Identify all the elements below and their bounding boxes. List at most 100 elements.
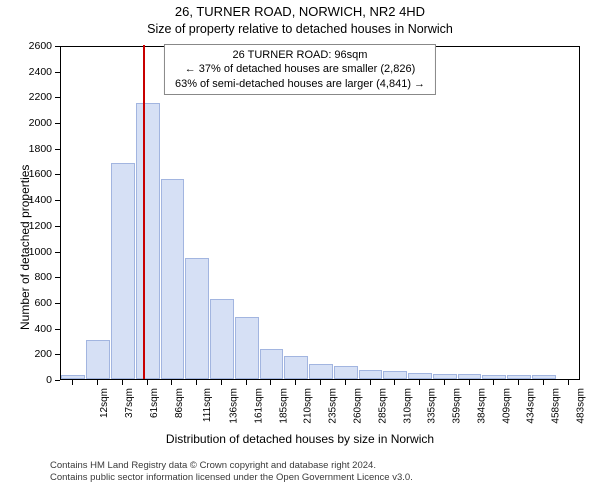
x-tick xyxy=(320,380,321,385)
x-tick xyxy=(270,380,271,385)
x-axis-label: Distribution of detached houses by size … xyxy=(0,432,600,446)
y-tick xyxy=(55,97,60,98)
y-tick xyxy=(55,123,60,124)
histogram-bar xyxy=(458,374,482,379)
y-tick xyxy=(55,354,60,355)
y-tick xyxy=(55,226,60,227)
x-tick-label: 335sqm xyxy=(427,388,438,424)
y-tick xyxy=(55,200,60,201)
x-tick-label: 384sqm xyxy=(476,388,487,424)
histogram-bar xyxy=(111,163,135,379)
y-tick-label: 1000 xyxy=(22,246,52,258)
x-tick xyxy=(196,380,197,385)
histogram-bar xyxy=(260,349,284,379)
y-tick-label: 1400 xyxy=(22,194,52,206)
x-tick-label: 235sqm xyxy=(328,388,339,424)
x-tick xyxy=(444,380,445,385)
x-tick xyxy=(469,380,470,385)
y-tick-label: 2600 xyxy=(22,40,52,52)
y-tick-label: 2400 xyxy=(22,66,52,78)
x-tick xyxy=(394,380,395,385)
histogram-bar xyxy=(210,299,234,379)
x-tick xyxy=(493,380,494,385)
x-tick-label: 86sqm xyxy=(174,388,185,418)
marker-line xyxy=(143,45,145,379)
annotation-box: 26 TURNER ROAD: 96sqm ← 37% of detached … xyxy=(164,44,436,95)
x-tick xyxy=(295,380,296,385)
x-tick xyxy=(543,380,544,385)
y-tick xyxy=(55,46,60,47)
histogram-bar xyxy=(161,179,185,379)
y-tick-label: 600 xyxy=(22,297,52,309)
x-tick-label: 210sqm xyxy=(303,388,314,424)
histogram-bar xyxy=(433,374,457,379)
x-tick-label: 310sqm xyxy=(402,388,413,424)
histogram-bar xyxy=(136,103,160,379)
x-tick-label: 359sqm xyxy=(452,388,463,424)
histogram-bar xyxy=(408,373,432,379)
x-tick xyxy=(147,380,148,385)
x-tick xyxy=(72,380,73,385)
y-tick-label: 400 xyxy=(22,323,52,335)
y-tick-label: 2000 xyxy=(22,117,52,129)
histogram-bar xyxy=(309,364,333,379)
copyright-line2: Contains public sector information licen… xyxy=(50,472,413,484)
x-tick-label: 409sqm xyxy=(501,388,512,424)
x-tick xyxy=(568,380,569,385)
x-tick xyxy=(171,380,172,385)
x-tick-label: 483sqm xyxy=(575,388,586,424)
histogram-bar xyxy=(482,375,506,379)
copyright-text: Contains HM Land Registry data © Crown c… xyxy=(50,460,413,484)
x-tick-label: 12sqm xyxy=(99,388,110,418)
histogram-bar xyxy=(284,356,308,379)
y-tick-label: 1200 xyxy=(22,220,52,232)
y-tick-label: 2200 xyxy=(22,91,52,103)
y-tick-label: 200 xyxy=(22,348,52,360)
x-tick-label: 458sqm xyxy=(551,388,562,424)
x-tick xyxy=(221,380,222,385)
y-tick-label: 0 xyxy=(22,374,52,386)
x-tick-label: 111sqm xyxy=(203,388,214,422)
histogram-bar xyxy=(532,375,556,379)
plot-area xyxy=(60,46,580,380)
x-tick-label: 285sqm xyxy=(377,388,388,424)
y-tick xyxy=(55,252,60,253)
x-tick-label: 185sqm xyxy=(278,388,289,424)
x-tick xyxy=(122,380,123,385)
x-tick-label: 434sqm xyxy=(526,388,537,424)
x-tick xyxy=(345,380,346,385)
y-tick-label: 800 xyxy=(22,271,52,283)
y-tick xyxy=(55,174,60,175)
y-tick-label: 1800 xyxy=(22,143,52,155)
copyright-line1: Contains HM Land Registry data © Crown c… xyxy=(50,460,413,472)
histogram-bar xyxy=(359,370,383,379)
x-tick-label: 161sqm xyxy=(254,388,265,424)
x-tick-label: 260sqm xyxy=(353,388,364,424)
x-tick-label: 136sqm xyxy=(229,388,240,424)
x-tick-label: 61sqm xyxy=(149,388,160,418)
subtitle: Size of property relative to detached ho… xyxy=(0,22,600,36)
histogram-bar xyxy=(507,375,531,379)
y-tick xyxy=(55,380,60,381)
y-tick xyxy=(55,329,60,330)
y-tick xyxy=(55,72,60,73)
histogram-bar xyxy=(185,258,209,379)
histogram-bar xyxy=(61,375,85,379)
chart-container: 26, TURNER ROAD, NORWICH, NR2 4HD Size o… xyxy=(0,0,600,500)
x-tick xyxy=(370,380,371,385)
annot-line2: ← 37% of detached houses are smaller (2,… xyxy=(175,62,425,76)
x-tick xyxy=(97,380,98,385)
y-tick-label: 1600 xyxy=(22,168,52,180)
y-tick xyxy=(55,277,60,278)
y-tick xyxy=(55,303,60,304)
x-tick xyxy=(419,380,420,385)
histogram-bar xyxy=(235,317,259,379)
annot-line1: 26 TURNER ROAD: 96sqm xyxy=(175,48,425,62)
histogram-bar xyxy=(383,371,407,379)
x-tick-label: 37sqm xyxy=(124,388,135,418)
histogram-bar xyxy=(86,340,110,379)
histogram-bar xyxy=(334,366,358,379)
y-tick xyxy=(55,149,60,150)
address-title: 26, TURNER ROAD, NORWICH, NR2 4HD xyxy=(0,4,600,19)
x-tick xyxy=(518,380,519,385)
